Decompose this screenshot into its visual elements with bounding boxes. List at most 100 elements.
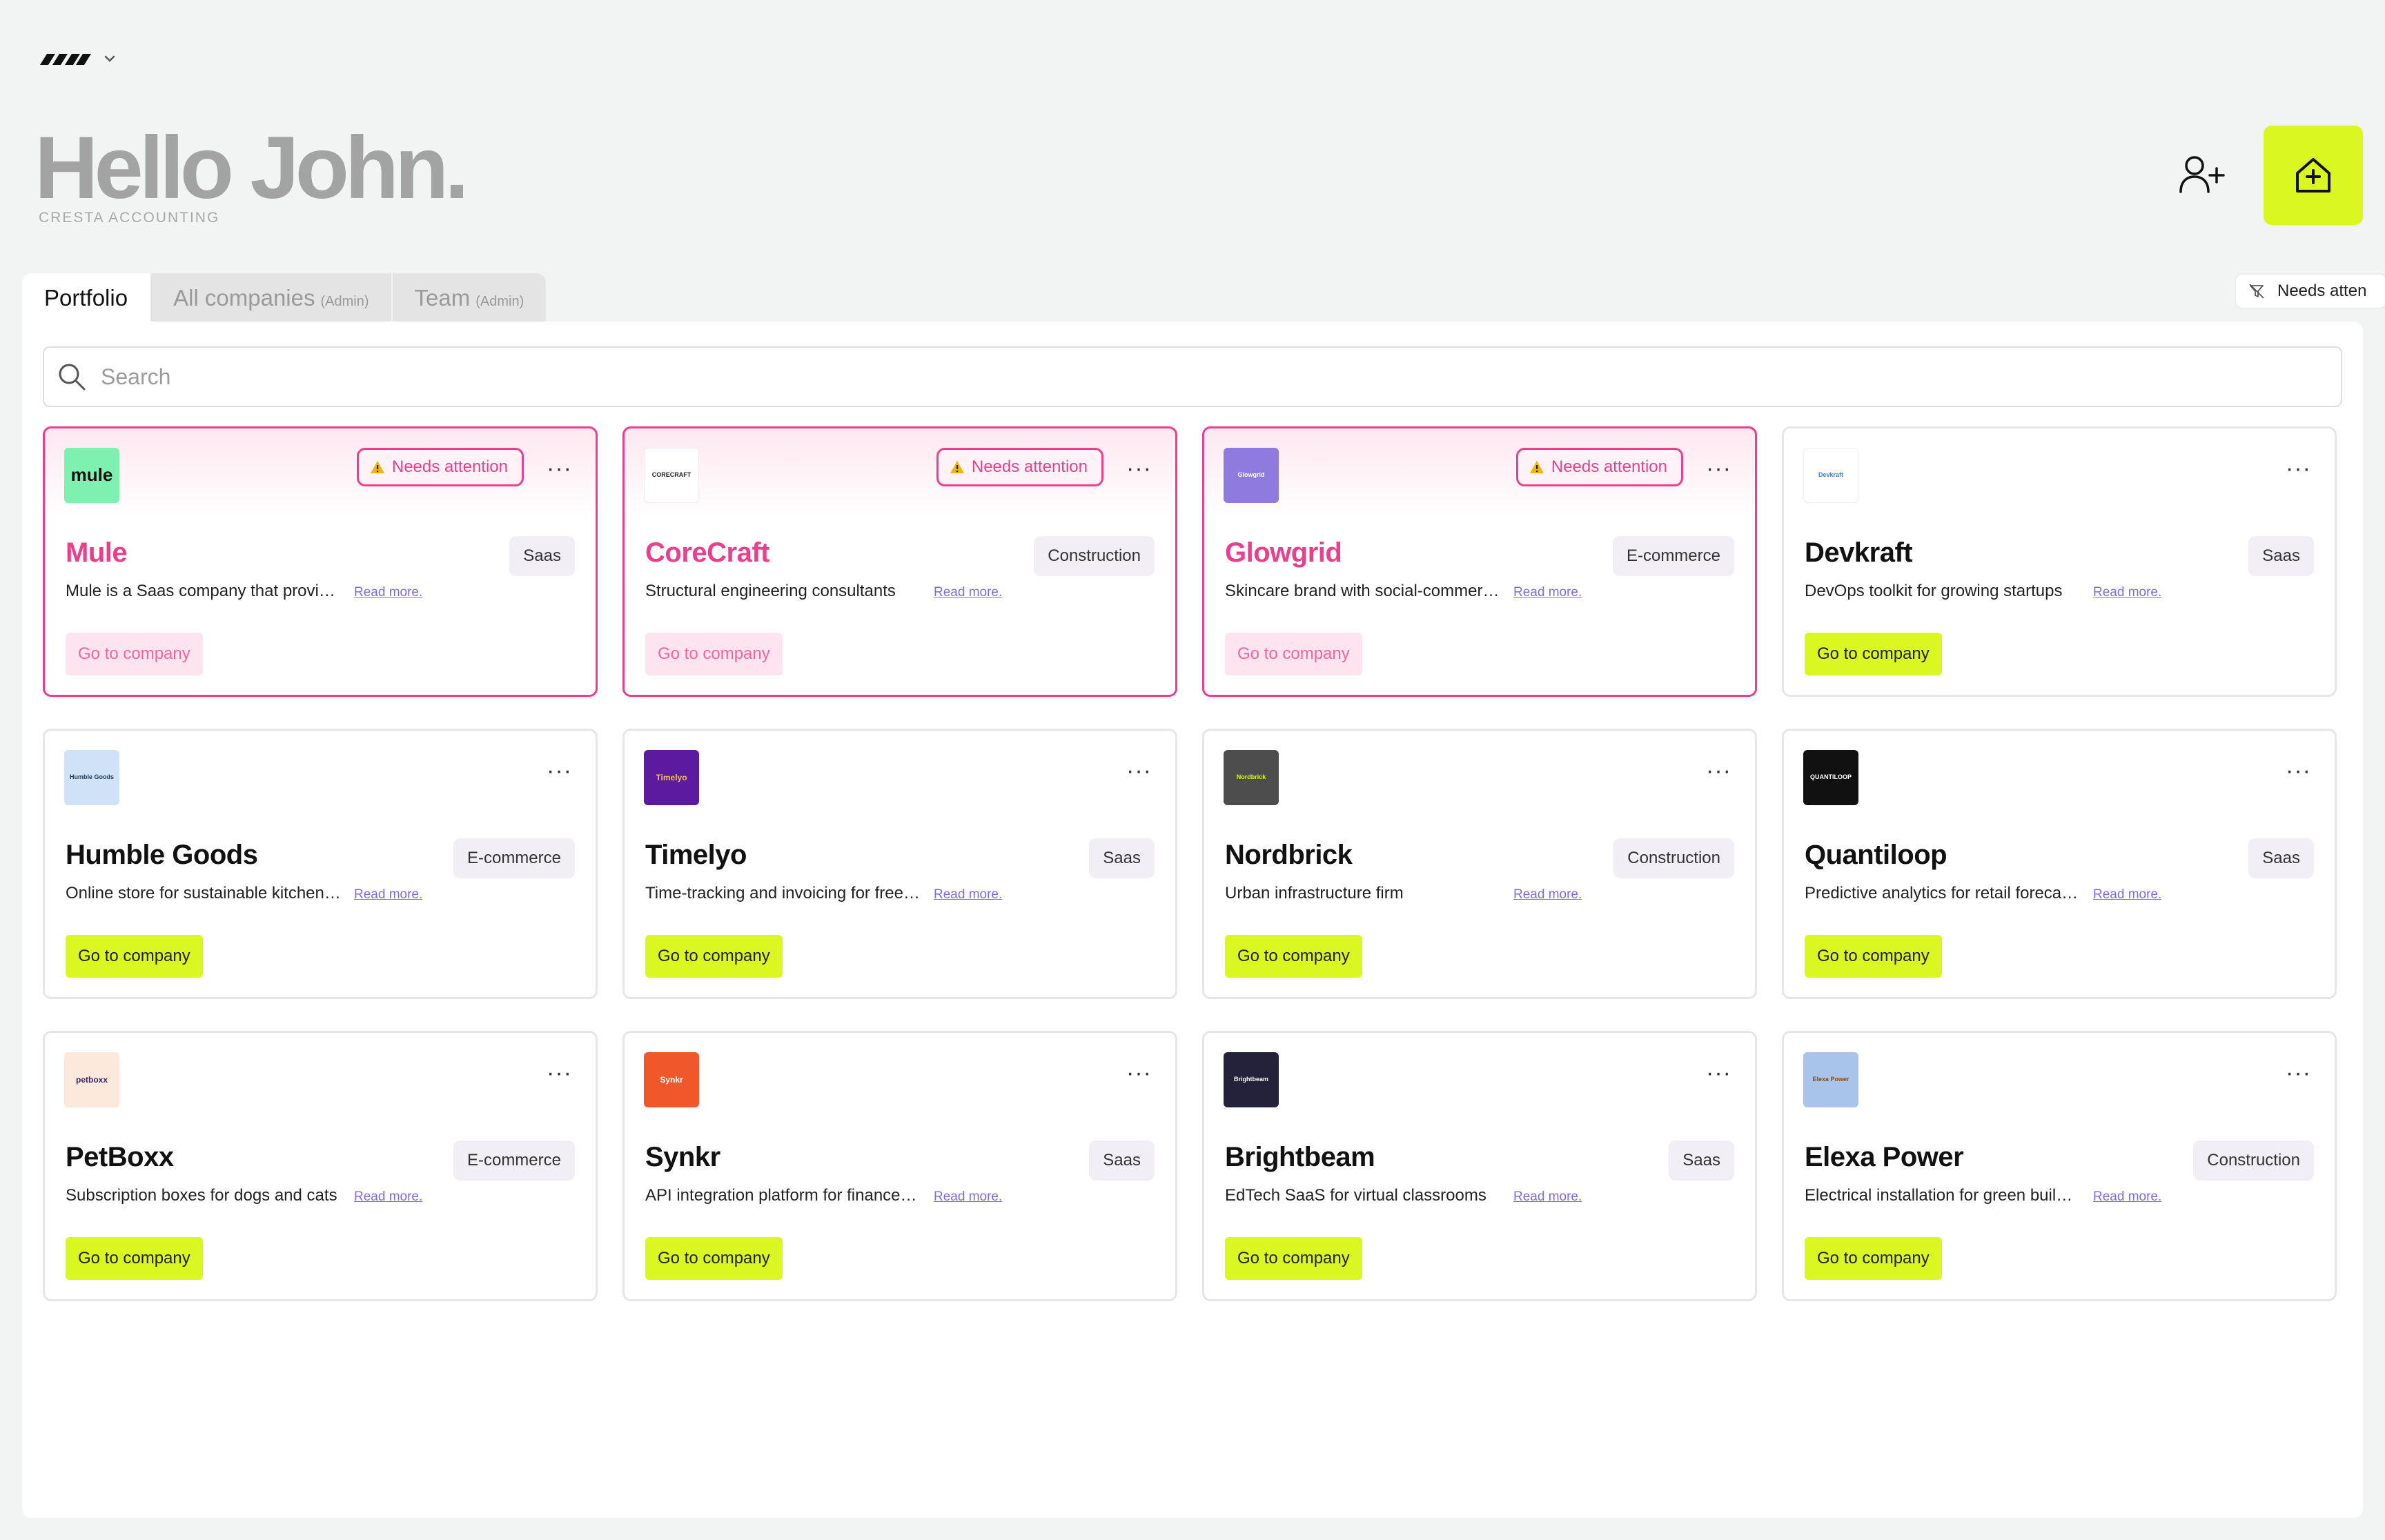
read-more-link[interactable]: Read more. xyxy=(934,887,1003,902)
card-menu-button[interactable]: ··· xyxy=(1706,758,1731,784)
company-description: EdTech SaaS for virtual classrooms xyxy=(1225,1186,1486,1205)
read-more-link[interactable]: Read more. xyxy=(1513,887,1582,902)
workspace-switcher[interactable] xyxy=(40,48,119,69)
go-to-company-button[interactable]: Go to company xyxy=(1805,633,1942,675)
industry-tag: Saas xyxy=(2248,838,2314,878)
card-menu-button[interactable]: ··· xyxy=(547,758,572,784)
company-description: Predictive analytics for retail forecast… xyxy=(1805,884,2081,902)
search-bar[interactable] xyxy=(43,346,2342,407)
go-to-company-button[interactable]: Go to company xyxy=(66,633,203,675)
industry-tag: E-commerce xyxy=(1612,536,1734,576)
card-menu-button[interactable]: ··· xyxy=(1126,1060,1152,1086)
company-logo-text: Glowgrid xyxy=(1237,471,1265,479)
company-logo-text: Devkraft xyxy=(1818,471,1844,479)
read-more-link[interactable]: Read more. xyxy=(2093,887,2162,902)
read-more-link[interactable]: Read more. xyxy=(354,1189,423,1204)
company-name: Brightbeam xyxy=(1225,1142,1375,1172)
needs-attention-label: Needs attention xyxy=(971,457,1088,476)
read-more-link[interactable]: Read more. xyxy=(934,585,1003,600)
company-name: Nordbrick xyxy=(1225,840,1353,870)
company-logo: Elexa Power xyxy=(1803,1052,1858,1107)
company-logo: Timelyo xyxy=(644,750,699,805)
card-menu-button[interactable]: ··· xyxy=(1706,1060,1731,1086)
read-more-link[interactable]: Read more. xyxy=(2093,1189,2162,1204)
read-more-link[interactable]: Read more. xyxy=(1513,585,1582,600)
go-to-company-button[interactable]: Go to company xyxy=(66,1237,203,1280)
card-menu-button[interactable]: ··· xyxy=(1706,455,1731,482)
card-menu-button[interactable]: ··· xyxy=(1126,455,1152,482)
needs-attention-badge[interactable]: Needs attention xyxy=(356,448,524,486)
company-logo: Brightbeam xyxy=(1224,1052,1279,1107)
needs-attention-badge[interactable]: Needs attention xyxy=(1515,448,1683,486)
industry-tag: Saas xyxy=(1089,1141,1155,1181)
card-menu-button[interactable]: ··· xyxy=(1126,758,1152,784)
filter-label: Needs atten xyxy=(2277,282,2367,300)
card-menu-button[interactable]: ··· xyxy=(2286,455,2311,482)
go-to-company-button[interactable]: Go to company xyxy=(1225,1237,1362,1280)
page-title: Hello John. xyxy=(35,119,469,217)
company-description: Subscription boxes for dogs and cats xyxy=(66,1186,337,1205)
company-description: DevOps toolkit for growing startups xyxy=(1805,582,2063,600)
company-logo: Glowgrid xyxy=(1224,448,1279,503)
warning-icon xyxy=(1529,461,1544,473)
read-more-link[interactable]: Read more. xyxy=(354,887,423,902)
search-input[interactable] xyxy=(99,363,2241,391)
company-logo-text: Nordbrick xyxy=(1236,773,1266,781)
company-logo: Nordbrick xyxy=(1224,750,1279,805)
company-logo: QUANTILOOP xyxy=(1803,750,1858,805)
company-logo-text: Brightbeam xyxy=(1233,1076,1268,1083)
company-logo: Synkr xyxy=(644,1052,699,1107)
industry-tag: Saas xyxy=(1669,1141,1734,1181)
add-user-button[interactable] xyxy=(2174,150,2230,199)
company-name: Quantiloop xyxy=(1805,840,1947,870)
go-to-company-button[interactable]: Go to company xyxy=(645,1237,783,1280)
company-description: Structural engineering consultants xyxy=(645,582,896,600)
company-logo: Humble Goods xyxy=(64,750,119,805)
company-description: API integration platform for finance tea… xyxy=(645,1186,921,1205)
company-card: Glowgrid Needs attention ··· Glowgrid E-… xyxy=(1202,426,1757,697)
brand-logo-icon xyxy=(40,54,91,65)
card-menu-button[interactable]: ··· xyxy=(2286,1060,2311,1086)
card-menu-button[interactable]: ··· xyxy=(547,455,572,482)
go-to-company-button[interactable]: Go to company xyxy=(66,935,203,978)
go-to-company-button[interactable]: Go to company xyxy=(1225,935,1362,978)
read-more-link[interactable]: Read more. xyxy=(934,1189,1003,1204)
tab-all-companies[interactable]: All companies (Admin) xyxy=(150,273,391,323)
company-card: Nordbrick ··· Nordbrick Construction Urb… xyxy=(1202,729,1757,999)
needs-attention-badge[interactable]: Needs attention xyxy=(936,448,1103,486)
go-to-company-button[interactable]: Go to company xyxy=(1225,633,1362,675)
go-to-company-button[interactable]: Go to company xyxy=(1805,935,1942,978)
read-more-link[interactable]: Read more. xyxy=(2093,585,2162,600)
tab-portfolio[interactable]: Portfolio xyxy=(22,273,150,323)
company-card: Timelyo ··· Timelyo Saas Time-tracking a… xyxy=(622,729,1177,999)
organization-name: CRESTA ACCOUNTING xyxy=(39,210,220,226)
read-more-link[interactable]: Read more. xyxy=(354,585,423,600)
tab-label: Portfolio xyxy=(44,285,128,310)
go-to-company-button[interactable]: Go to company xyxy=(645,935,783,978)
add-company-button[interactable] xyxy=(2264,126,2363,225)
needs-attention-filter[interactable]: Needs atten xyxy=(2235,273,2385,309)
card-menu-button[interactable]: ··· xyxy=(547,1060,572,1086)
company-name: Elexa Power xyxy=(1805,1142,1964,1172)
company-card: mule Needs attention ··· Mule Saas Mule … xyxy=(43,426,598,697)
tab-label: All companies xyxy=(173,285,315,310)
industry-tag: Saas xyxy=(509,536,575,576)
tab-label: Team xyxy=(414,285,471,310)
company-description: Online store for sustainable kitchenware xyxy=(66,884,342,902)
card-menu-button[interactable]: ··· xyxy=(2286,758,2311,784)
chevron-down-icon xyxy=(104,55,115,62)
industry-tag: E-commerce xyxy=(453,1141,575,1181)
go-to-company-button[interactable]: Go to company xyxy=(645,633,783,675)
industry-tag: Construction xyxy=(1613,838,1734,878)
go-to-company-button[interactable]: Go to company xyxy=(1805,1237,1942,1280)
tab-note: (Admin) xyxy=(475,294,524,309)
company-description: Urban infrastructure firm xyxy=(1225,884,1404,902)
company-card: Elexa Power ··· Elexa Power Construction… xyxy=(1782,1031,2337,1301)
tab-team[interactable]: Team (Admin) xyxy=(391,273,547,323)
filter-off-icon xyxy=(2249,284,2264,299)
needs-attention-label: Needs attention xyxy=(1551,457,1667,476)
company-logo-text: petboxx xyxy=(75,1074,108,1085)
company-description: Skincare brand with social-commerce focu… xyxy=(1225,582,1501,600)
company-logo: mule xyxy=(64,448,119,503)
read-more-link[interactable]: Read more. xyxy=(1513,1189,1582,1204)
